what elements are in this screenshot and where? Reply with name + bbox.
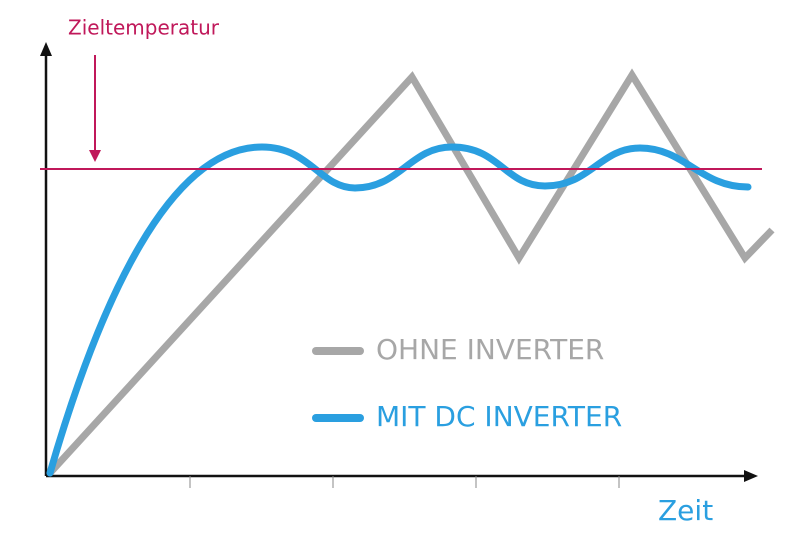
x-axis-label: Zeit [658, 494, 713, 527]
blue-curve [46, 143, 752, 477]
target-arrowhead [89, 150, 101, 162]
annotation: Zieltemperatur [68, 16, 220, 40]
x-axis-arrow [744, 470, 758, 482]
gray-curve [47, 68, 775, 476]
legend-label: MIT DC INVERTER [376, 400, 622, 433]
y-axis-arrow [40, 42, 52, 56]
legend-label: OHNE INVERTER [376, 333, 604, 366]
